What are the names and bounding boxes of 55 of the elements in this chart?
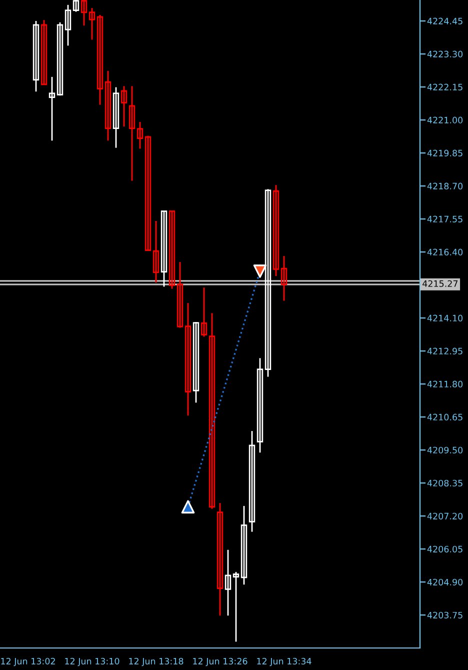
candlestick [96,14,104,106]
candlestick [216,502,224,616]
candlestick [224,549,232,616]
y-tick-label: 4222.15 [427,84,462,90]
ref-line-label: 4215.27 [422,280,458,287]
candlestick [80,0,88,26]
candlestick [184,302,192,416]
candlestick [120,85,128,128]
candlestick [56,22,64,96]
y-tick-label: 4212.95 [427,348,462,354]
candlestick [192,321,200,404]
y-tick-label: 4217.55 [427,216,462,222]
x-tick-label: 12 Jun 13:18 [129,658,184,666]
y-tick-label: 4221.00 [427,116,463,124]
candlestick [48,76,56,142]
x-tick-label: 12 Jun 13:10 [65,658,120,666]
y-tick-label: 4218.70 [427,182,463,190]
candlestick [168,210,176,290]
candlestick [240,505,248,586]
candlestick [144,135,152,251]
candlestick [272,184,280,277]
candlestick [64,4,72,46]
y-tick-label: 4209.50 [427,446,463,454]
candlestick [232,571,240,642]
candlestick [176,261,184,328]
candlestick [256,357,264,454]
candlestick [280,255,288,302]
y-tick-label: 4219.85 [427,150,462,156]
candlestick [72,0,80,12]
candlestick [104,70,112,142]
candlestick [32,20,40,92]
y-tick-label: 4223.30 [427,50,463,58]
y-tick-label: 4208.35 [427,480,462,486]
x-tick-label: 12 Jun 13:34 [257,658,312,666]
y-tick-label: 4207.20 [427,512,463,520]
x-tick-label: 12 Jun 13:02 [1,658,55,666]
candlestick [152,220,160,284]
y-tick-label: 4204.90 [427,578,463,586]
y-tick-label: 4216.40 [427,248,463,256]
y-tick-label: 4214.10 [427,314,463,322]
y-tick-label: 4203.75 [427,612,462,618]
candlestick [40,19,48,86]
y-tick-label: 4211.80 [427,380,463,388]
candlestick [112,86,120,148]
candlestick [128,85,136,182]
y-tick-label: 4206.05 [427,546,462,552]
candlestick [136,121,144,150]
y-tick-label: 4224.45 [427,18,462,24]
candlestick [248,430,256,532]
y-tick-label: 4210.65 [427,414,462,420]
candlestick [88,7,96,40]
candlestick [200,286,208,338]
candlestick [160,210,168,288]
candlestick [208,312,216,510]
x-tick-label: 12 Jun 13:26 [193,658,248,666]
